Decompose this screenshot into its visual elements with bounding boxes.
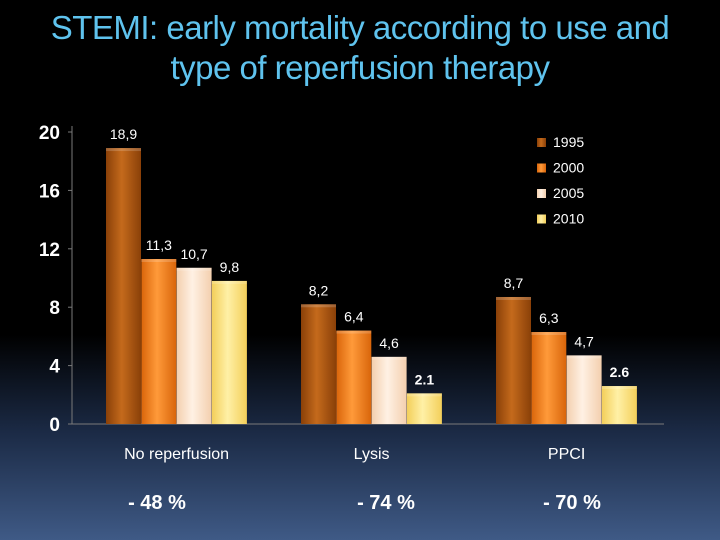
title-line-1: STEMI: early mortality according to use … [50,9,670,46]
bar-highlight [211,280,247,284]
bar-value-label: 8,7 [504,275,524,291]
reduction-ppci: - 70 % [543,492,601,514]
bar-value-label: 4,6 [379,335,399,351]
bar-value-label: 9,8 [220,259,240,275]
bar-highlight [301,304,336,308]
bar-highlight [496,296,531,300]
legend-label-2005: 2005 [553,185,584,201]
bar-2005-ppci [566,355,602,424]
bar-2010-lysis [406,393,442,424]
reduction-lysis: - 74 % [357,492,415,514]
bar-1995-ppci [496,296,531,424]
bar-highlight [106,148,141,152]
legend-label-2000: 2000 [553,160,584,176]
chart-bars: 18,9 11,3 10,7 9,8 8,2 6,4 4,6 2.1 8,7 6,3 4,7 2.6 [106,126,637,424]
legend-swatch-1995 [537,138,546,147]
bar-value-label: 2.1 [415,371,435,387]
bar-value-label: 6,4 [344,309,364,325]
bar-2000-ppci [531,332,567,424]
y-tick-label: 12 [39,240,60,261]
bar-value-label: 2.6 [610,364,630,380]
legend-swatch-2005 [537,189,546,198]
bar-value-label: 18,9 [110,126,137,142]
y-tick-label: 20 [39,123,60,144]
bar-highlight [371,356,407,360]
x-category-label: No reperfusion [124,446,229,463]
bar-2005-lysis [371,356,407,424]
legend-label-1995: 1995 [553,134,584,150]
chart-legend: 1995 2000 2005 2010 [537,134,584,227]
bar-2010-ppci [601,386,637,424]
legend-swatch-2010 [537,214,546,224]
bar-2005-no-reperfusion [176,267,212,424]
bar-2000-lysis [336,330,372,424]
bar-value-label: 8,2 [309,282,329,298]
bar-1995-lysis [301,304,336,424]
bar-highlight [141,259,177,263]
bar-1995-no-reperfusion [106,148,141,424]
bar-2000-no-reperfusion [141,259,177,424]
y-tick-label: 4 [49,357,60,378]
bar-2010-no-reperfusion [211,280,247,424]
bar-value-label: 11,3 [146,237,172,253]
x-category-label: Lysis [354,446,390,463]
bar-highlight [531,332,567,336]
legend-label-2010: 2010 [553,211,584,227]
chart-axes: 0 4 8 12 16 20 No reperfusion Lysis PPCI [39,123,664,463]
y-tick-label: 0 [49,415,60,436]
bar-highlight [336,330,372,334]
slide-title: STEMI: early mortality according to use … [0,8,720,88]
bar-highlight [176,267,212,271]
reduction-no-reperfusion: - 48 % [128,492,186,514]
bar-highlight [406,393,442,397]
y-tick-label: 8 [49,298,60,319]
x-category-label: PPCI [548,446,585,463]
bar-value-label: 6,3 [539,310,559,326]
bar-value-label: 10,7 [180,246,207,262]
bar-value-label: 4,7 [574,333,594,349]
bar-highlight [566,355,602,359]
title-line-2: type of reperfusion therapy [170,49,550,86]
y-tick-label: 16 [39,181,60,202]
bar-highlight [601,386,637,390]
legend-swatch-2000 [537,163,546,173]
